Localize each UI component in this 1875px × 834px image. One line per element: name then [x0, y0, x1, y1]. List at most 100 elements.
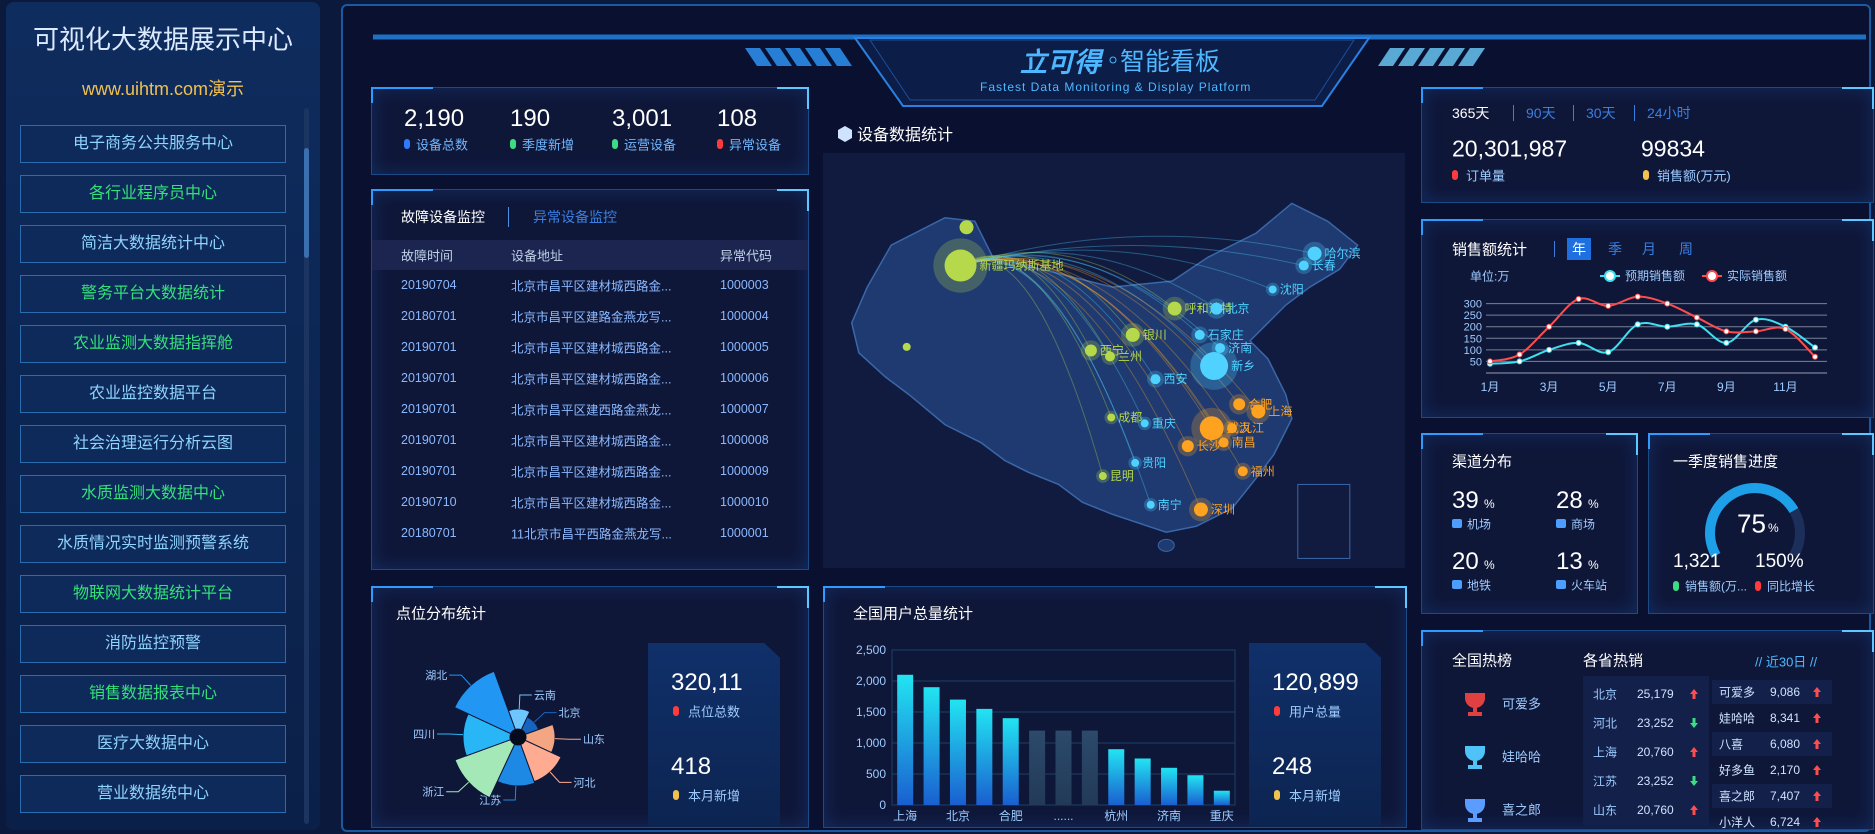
orders-panel: 365天 90天 30天 24小时 20,301,987 订单量 99834 销售额(万元): [1421, 87, 1874, 203]
flow-line: [960, 258, 1233, 429]
legend-label: 实际销售额: [1727, 268, 1787, 283]
bar: [1029, 730, 1046, 805]
menu-item[interactable]: 电子商务公共服务中心: [20, 125, 286, 163]
stat-value: 418: [671, 753, 712, 780]
y-tick-label: 2,500: [856, 643, 886, 657]
column-header: 异常代码: [720, 248, 773, 264]
trophy: [1465, 746, 1485, 769]
stat-dot: [1452, 170, 1458, 180]
product-value: 9,086: [1770, 685, 1801, 699]
tab[interactable]: 异常设备监控: [533, 209, 617, 225]
menu-item[interactable]: 各行业程序员中心: [20, 175, 286, 213]
period-tab[interactable]: 30天: [1586, 105, 1616, 121]
channel-unit: %: [1484, 558, 1495, 572]
product-name: 娃哈哈: [1719, 711, 1756, 726]
panel-title: 一季度销售进度: [1673, 453, 1779, 471]
menu-item[interactable]: 水质监测大数据中心: [20, 475, 286, 513]
city-label: 重庆: [1152, 416, 1176, 430]
channel-label: 地铁: [1467, 578, 1492, 593]
stat-value: 108: [717, 105, 758, 132]
y-axis-label: 单位:万: [1470, 269, 1510, 284]
stat-value: 2,190: [404, 105, 465, 132]
stat-label: 运营设备: [624, 137, 677, 153]
rose-label: 浙江: [422, 786, 444, 799]
flow-line: [960, 255, 1221, 349]
y-tick-label: 300: [1464, 299, 1482, 311]
scroll-thumb[interactable]: [304, 148, 309, 258]
y-tick-label: 1,000: [856, 736, 886, 750]
table-cell: 北京市昌平区建材城西路金...: [511, 341, 672, 356]
column-header: 故障时间: [401, 248, 454, 264]
south-sea-inset: [1297, 483, 1351, 559]
period-tab[interactable]: 90天: [1526, 105, 1556, 121]
period-tab[interactable]: 季: [1608, 241, 1622, 257]
period-tab[interactable]: 月: [1642, 241, 1656, 257]
tab[interactable]: 故障设备监控: [401, 209, 485, 225]
city-dot: [1131, 458, 1140, 467]
series-point: [1634, 293, 1641, 300]
table-cell: 1000007: [720, 402, 769, 416]
period-tab[interactable]: 24小时: [1647, 105, 1691, 121]
stat-label: 销售额(万...: [1685, 579, 1747, 594]
city-label: 济南: [1228, 340, 1252, 355]
trend-arrow: [1813, 791, 1821, 801]
series-point: [1575, 295, 1582, 302]
y-tick-label: 2,000: [856, 674, 886, 688]
product-value: 6,724: [1770, 815, 1801, 829]
menu-item[interactable]: 社会治理运行分析云图: [20, 425, 286, 463]
bar: [976, 708, 993, 805]
series-point: [1723, 328, 1730, 335]
flow-line: [960, 260, 1202, 510]
table-cell: 1000008: [720, 433, 769, 447]
table-cell: 11北京市昌平西路金燕龙写...: [511, 527, 672, 542]
table-cell: 1000009: [720, 464, 769, 478]
trend-arrow: [1813, 739, 1821, 749]
series-point: [1664, 300, 1671, 307]
flow-line: [960, 255, 1111, 357]
menu-item[interactable]: 警务平台大数据统计: [20, 275, 286, 313]
table-header-band: [372, 240, 808, 270]
menu-item[interactable]: 销售数据报表中心: [20, 675, 286, 713]
bar: [1108, 749, 1125, 805]
leader-line: [446, 781, 469, 793]
bar: [1213, 790, 1230, 805]
period-tab[interactable]: 365天: [1452, 105, 1490, 121]
menu-item[interactable]: 农业监控数据平台: [20, 375, 286, 413]
map-dot: [959, 220, 974, 235]
product-value: 7,407: [1770, 789, 1801, 803]
bar: [949, 699, 966, 805]
stat-label: 点位总数: [688, 704, 741, 720]
channel-icon: [1452, 519, 1462, 528]
bar: [1055, 730, 1072, 805]
menu-item[interactable]: 物联网大数据统计平台: [20, 575, 286, 613]
city-label: 石家庄: [1208, 327, 1244, 342]
table-cell: 20190704: [401, 278, 457, 292]
menu-item[interactable]: 水质情况实时监测预警系统: [20, 525, 286, 563]
period-tab[interactable]: 周: [1679, 241, 1693, 257]
city-label: 新疆玛纳斯基地: [980, 258, 1064, 273]
tab-divider: [1513, 105, 1514, 121]
channel-value: 28: [1556, 487, 1583, 514]
leader-line: [533, 712, 557, 723]
bar: [1002, 718, 1019, 805]
series-line: [1489, 295, 1816, 363]
menu-item[interactable]: 消防监控预警: [20, 625, 286, 663]
product-value: 6,080: [1770, 737, 1801, 751]
flow-line: [960, 258, 1146, 424]
panel-graphics: [1705, 483, 1805, 558]
bar: [1081, 730, 1098, 805]
menu-item[interactable]: 医疗大数据中心: [20, 725, 286, 763]
table-cell: 20180701: [401, 526, 457, 540]
menu-item[interactable]: 营业数据统中心: [20, 775, 286, 813]
stat-dot: [510, 139, 516, 149]
menu-item[interactable]: 简洁大数据统计中心: [20, 225, 286, 263]
period-tab[interactable]: 年: [1567, 238, 1591, 260]
table-cell: 20190701: [401, 433, 457, 447]
channel-label: 火车站: [1571, 578, 1608, 593]
menu-item[interactable]: 农业监测大数据指挥舱: [20, 325, 286, 363]
series-point: [1812, 344, 1818, 351]
flow-line: [960, 259, 1244, 472]
table-cell: 1000005: [720, 340, 769, 354]
city-label: 贵阳: [1142, 456, 1166, 470]
channel-icon: [1556, 580, 1566, 589]
